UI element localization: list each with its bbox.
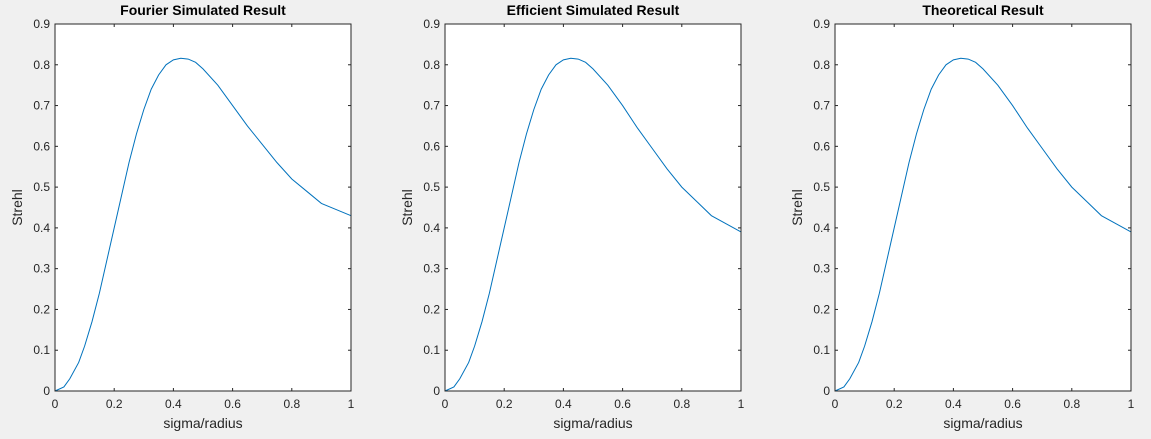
subplot-efficient: 0 0.2 0.4 0.6 0.8 1 0 0.1 0.2 0.3 0.4 0.5 0.6 0.7 0.8 0… [399,2,745,431]
plot-area [835,24,1131,391]
x-tick-label: 1 [738,397,745,411]
x-tick-label: 0.2 [496,397,513,411]
x-axis-label: sigma/radius [163,415,242,431]
x-tick-label: 0.8 [673,397,690,411]
chart-title: Efficient Simulated Result [507,2,680,18]
x-axis-label: sigma/radius [943,415,1022,431]
x-tick-label: 1 [1128,397,1135,411]
x-tick-label: 0 [442,397,449,411]
y-tick-label: 0.1 [33,343,50,357]
x-tick-label: 0.8 [283,397,300,411]
y-axis-label: Strehl [399,189,415,226]
y-axis-label: Strehl [9,189,25,226]
series-line [54,57,352,392]
x-tick-label: 0.6 [1004,397,1021,411]
y-tick-label: 0.8 [813,58,830,72]
x-axis-label: sigma/radius [553,415,632,431]
y-tick-label: 0.6 [33,139,50,153]
y-tick-label: 0.7 [813,99,830,113]
y-tick-label: 0.7 [423,99,440,113]
y-tick-label: 0.3 [33,262,50,276]
series-line [834,57,1132,392]
y-tick-label: 0 [43,384,50,398]
y-tick-label: 0.3 [423,262,440,276]
y-tick-label: 0.8 [423,58,440,72]
y-tick-label: 0 [433,384,440,398]
axes-box [834,23,1132,392]
y-tick-label: 0.2 [423,302,440,316]
x-tick-label: 0.6 [614,397,631,411]
y-tick-label: 0.6 [813,139,830,153]
subplot-fourier: 0 0.2 0.4 0.6 0.8 1 0 0.1 0.2 0.3 0.4 0.5 0.6 0.7 0.8 0… [9,2,355,431]
axes-box [444,23,742,392]
x-tick-label: 0.8 [1063,397,1080,411]
y-tick-label: 0.4 [33,221,50,235]
chart-title: Theoretical Result [922,2,1044,18]
y-tick-label: 0.1 [423,343,440,357]
y-tick-label: 0.3 [813,262,830,276]
y-tick-label: 0.4 [813,221,830,235]
x-tick-label: 1 [348,397,355,411]
y-tick-label: 0.2 [33,302,50,316]
x-tick-label: 0.6 [224,397,241,411]
y-tick-label: 0.6 [423,139,440,153]
y-tick-label: 0.5 [33,180,50,194]
x-tick-label: 0.4 [555,397,572,411]
x-tick-label: 0.4 [945,397,962,411]
y-tick-label: 0 [823,384,830,398]
x-tick-label: 0 [832,397,839,411]
y-tick-label: 0.9 [813,17,830,31]
y-tick-label: 0.7 [33,99,50,113]
x-tick-label: 0.4 [165,397,182,411]
chart-title: Fourier Simulated Result [120,2,286,18]
y-tick-label: 0.4 [423,221,440,235]
y-axis-label: Strehl [789,189,805,226]
y-tick-label: 0.1 [813,343,830,357]
x-tick-label: 0.2 [106,397,123,411]
y-tick-label: 0.5 [423,180,440,194]
subplot-theoretical: 0 0.2 0.4 0.6 0.8 1 0 0.1 0.2 0.3 0.4 0.5 0.6 0.7 0.8 0… [789,2,1135,431]
y-tick-label: 0.8 [33,58,50,72]
series-line [444,57,742,392]
y-tick-label: 0.9 [423,17,440,31]
x-tick-label: 0.2 [886,397,903,411]
y-tick-label: 0.2 [813,302,830,316]
y-tick-label: 0.5 [813,180,830,194]
plot-area [55,24,351,391]
x-tick-label: 0 [52,397,59,411]
plot-area [445,24,741,391]
y-tick-label: 0.9 [33,17,50,31]
axes-box [54,23,352,392]
